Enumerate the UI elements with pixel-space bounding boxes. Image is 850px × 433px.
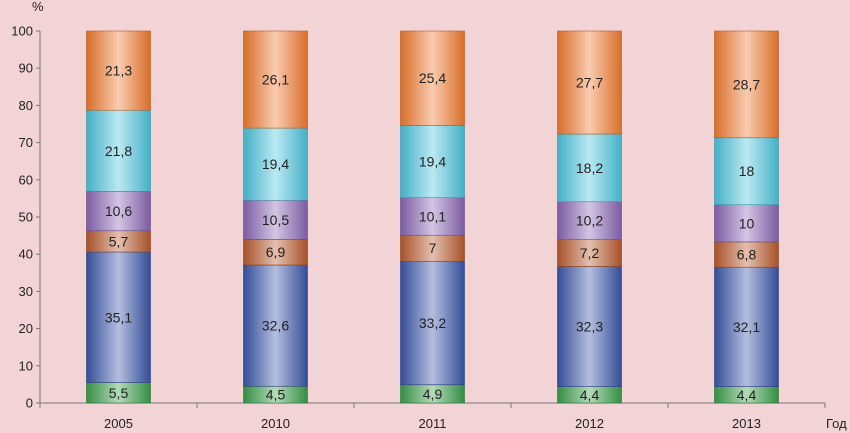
data-label: 5,7 [109,233,129,249]
y-tick-label: 50 [19,210,33,225]
data-label: 4,5 [266,387,286,403]
bar-segment [557,30,622,135]
data-label: 21,8 [105,143,132,159]
y-tick-label: 10 [19,358,33,373]
y-tick-label: 30 [19,284,33,299]
bar-segment [86,109,151,192]
data-label: 21,3 [105,63,132,79]
data-label: 19,4 [419,154,446,170]
bar-segment [86,30,151,111]
bar-segment [557,133,622,203]
data-label: 10,1 [419,208,446,224]
x-tick-label: 2011 [419,416,447,431]
bar-segment [557,239,622,267]
bar-segment [86,251,151,383]
bar-segment [714,241,779,268]
bar-segment [243,199,308,240]
data-label: 25,4 [419,70,446,86]
y-tick-label: 40 [19,247,33,262]
data-label: 26,1 [262,72,289,88]
x-tick-label: 2012 [575,416,604,431]
data-label: 10,2 [576,213,603,229]
x-axis-label: Год [826,416,847,431]
data-label: 28,7 [733,76,760,92]
x-tick-label: 2005 [104,416,133,431]
bar-segment [400,30,465,126]
bar-segment [557,266,622,387]
bar-segment [714,30,779,139]
data-label: 10,5 [262,212,289,228]
data-label: 35,1 [105,309,132,325]
x-tick-label: 2013 [732,416,761,431]
bar-segment [400,234,465,262]
bars: 5,5 35,1 5,7 10,6 21,8 21,3 4,5 32,6 6,9 10,5 19,4… [86,30,779,404]
data-label: 7 [429,240,437,256]
y-axis-label: % [32,0,44,14]
bar-segment [400,197,465,236]
data-label: 18 [739,163,755,179]
y-tick-label: 90 [19,61,33,76]
data-label: 19,4 [262,156,289,172]
data-label: 33,2 [419,315,446,331]
bar-segment [243,239,308,266]
data-label: 6,9 [266,244,286,260]
data-label: 4,9 [423,386,443,402]
data-label: 4,4 [580,387,600,403]
data-label: 32,3 [576,319,603,335]
data-label: 18,2 [576,160,603,176]
data-label: 6,8 [737,247,757,263]
data-label: 32,6 [262,318,289,334]
y-tick-label: 60 [19,172,33,187]
y-tick-label: 80 [19,98,33,113]
bar-segment [243,30,308,129]
data-label: 27,7 [576,75,603,91]
data-label: 4,4 [737,387,757,403]
data-label: 5,5 [109,385,129,401]
bar-segment [400,125,465,198]
bar-segment [400,260,465,386]
data-label: 10 [739,215,755,231]
bar-segment [86,191,151,232]
y-tick-label: 70 [19,135,33,150]
y-tick-label: 20 [19,321,33,336]
data-label: 7,2 [580,245,600,261]
y-tick-label: 100 [11,24,33,39]
data-label: 32,1 [733,319,760,335]
y-tick-label: 0 [26,396,33,411]
axes: 0 10 20 30 40 50 60 70 80 90 100 2005 2010 2011 2012 20… [11,24,826,431]
data-label: 10,6 [105,203,132,219]
x-tick-label: 2010 [261,416,290,431]
bar-segment [714,204,779,243]
